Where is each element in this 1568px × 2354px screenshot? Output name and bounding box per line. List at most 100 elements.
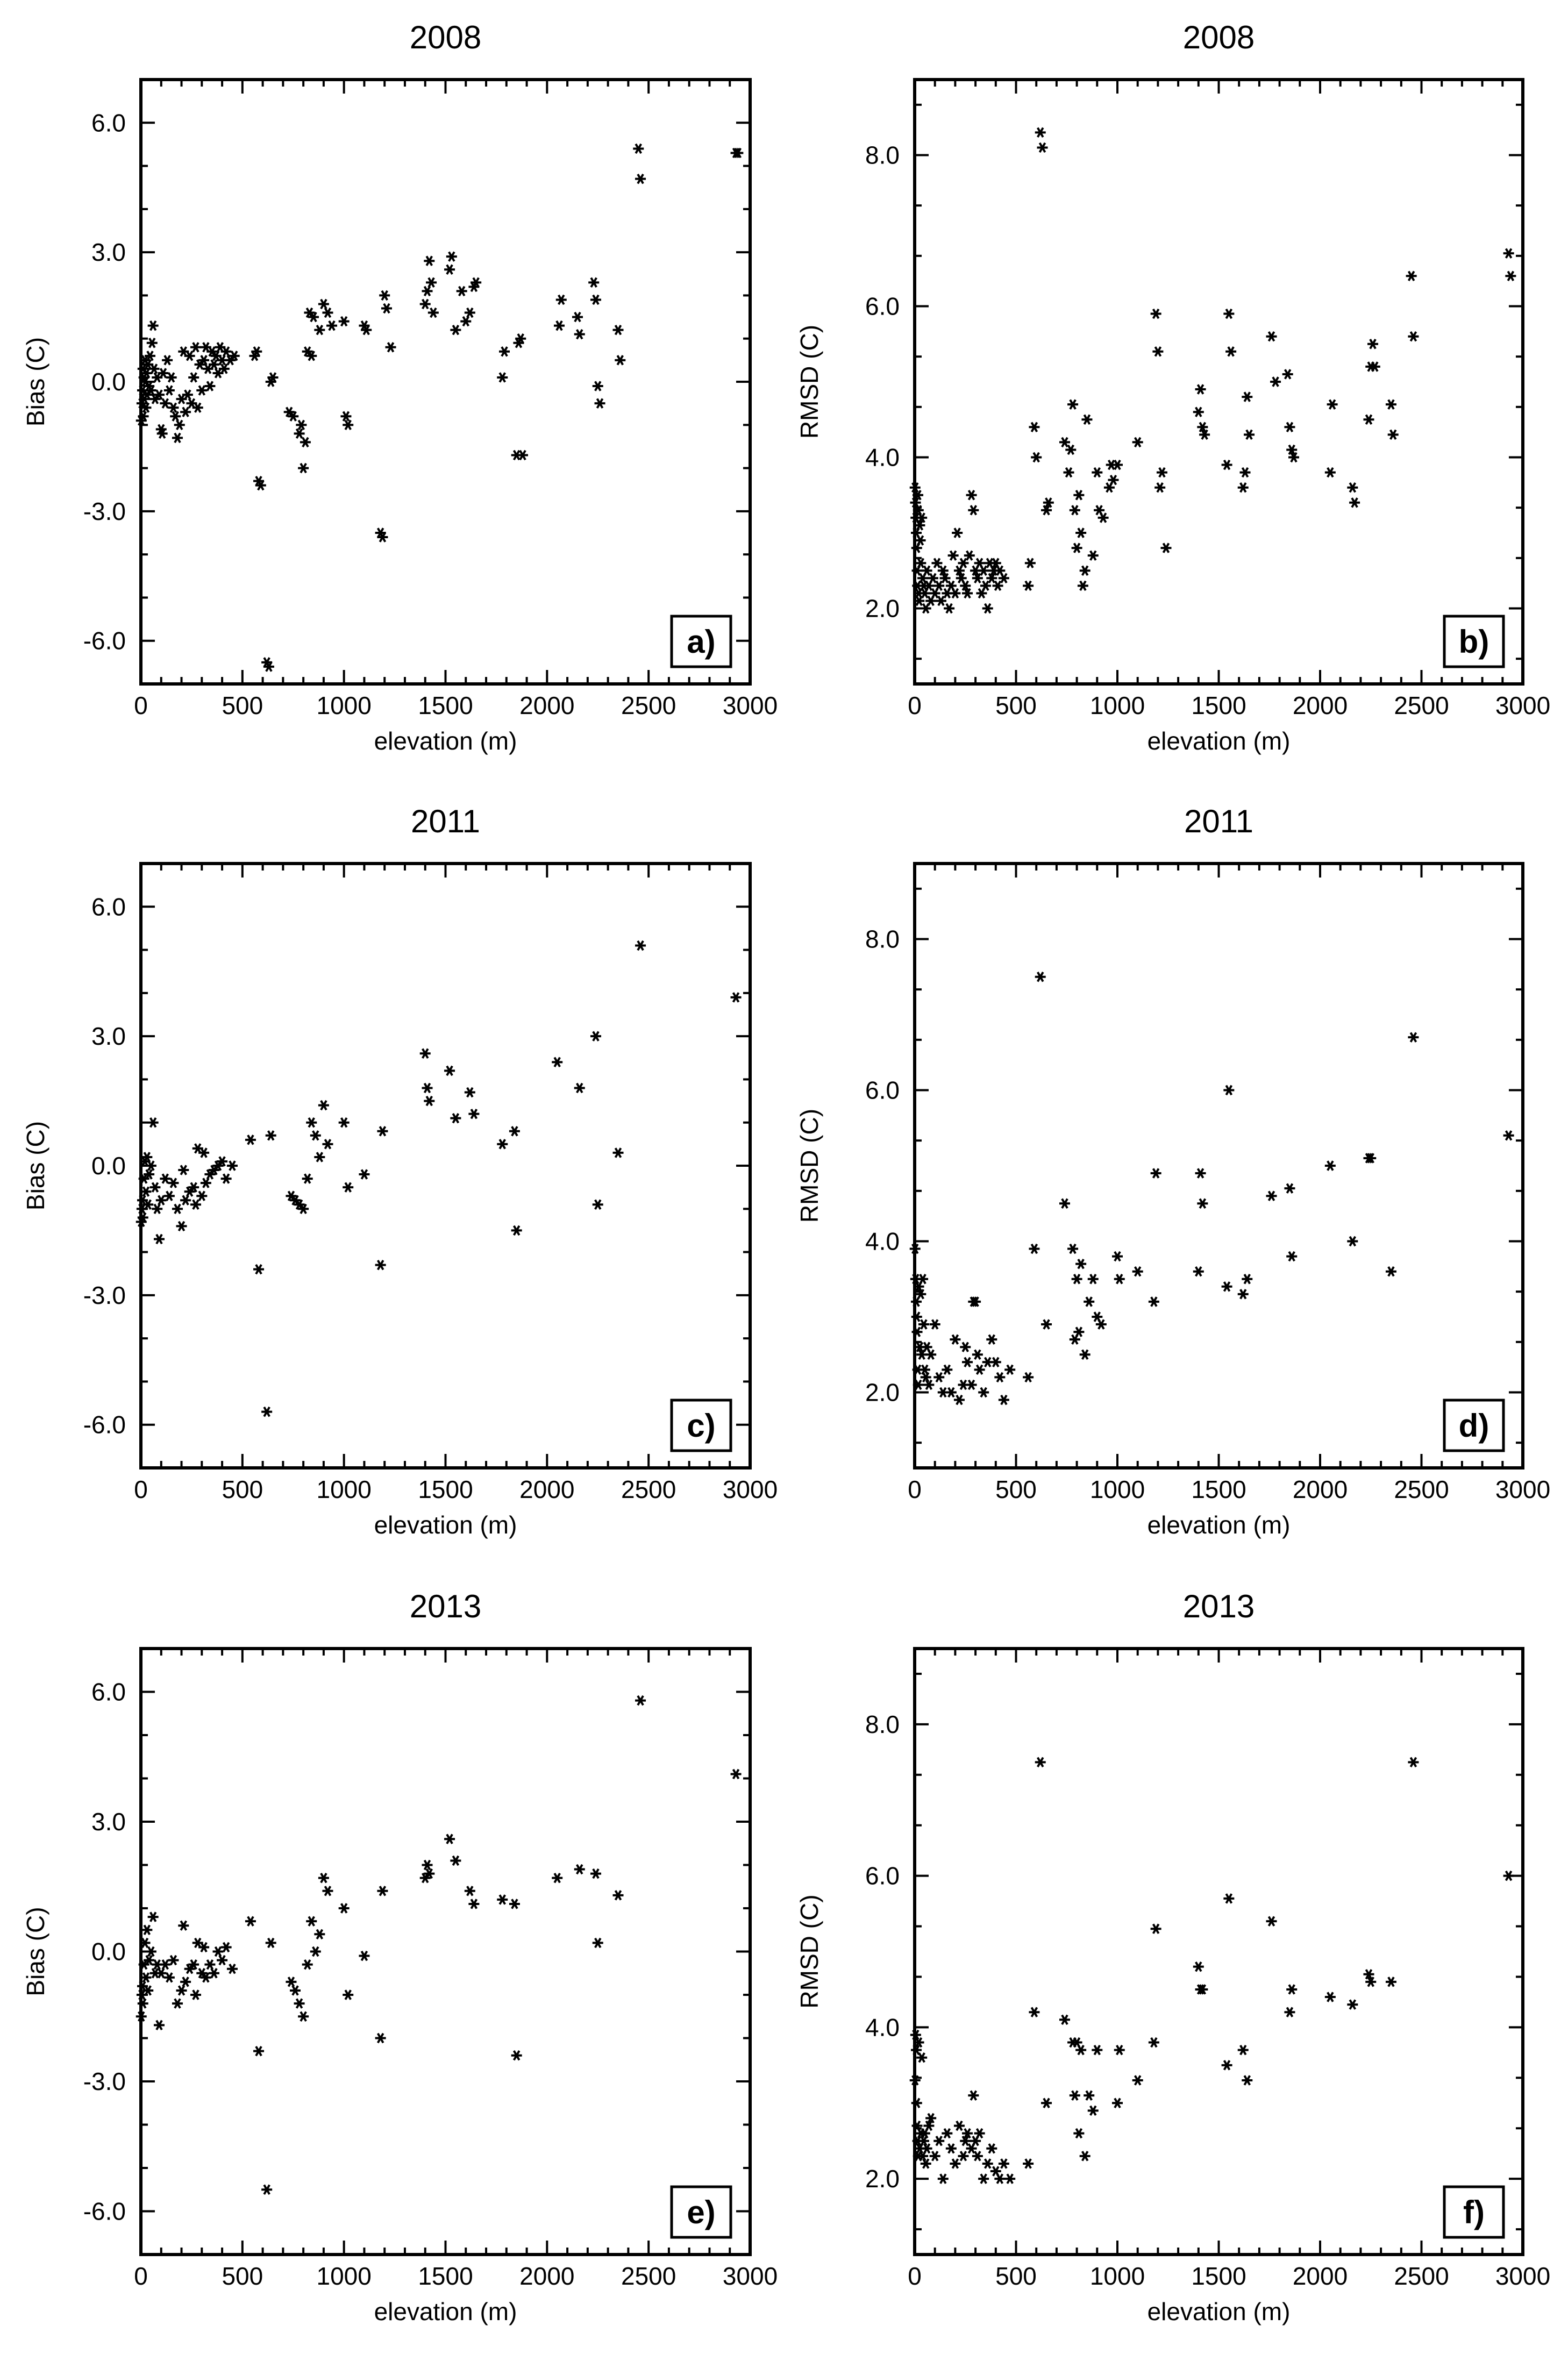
data-point <box>1282 369 1293 380</box>
data-point <box>377 532 388 543</box>
data-point <box>635 1695 646 1706</box>
data-point <box>937 2173 949 2184</box>
scatter-series <box>909 127 1516 614</box>
panel-title: 2013 <box>410 1588 481 1624</box>
data-point <box>188 1959 199 1970</box>
panel-title: 2011 <box>1184 803 1253 839</box>
data-point <box>962 2128 973 2139</box>
data-point <box>994 2173 1006 2184</box>
data-point <box>1037 142 1048 153</box>
data-point <box>916 2052 928 2063</box>
data-point <box>180 1195 191 1205</box>
data-point <box>304 307 315 318</box>
data-point <box>1029 2007 1040 2017</box>
x-tick-label: 0 <box>134 2262 148 2290</box>
data-point <box>1367 339 1379 349</box>
data-point <box>147 1117 159 1128</box>
data-point <box>163 1190 175 1201</box>
data-point <box>217 1156 228 1167</box>
panel-label-box <box>670 1399 732 1452</box>
data-point <box>168 1954 179 1966</box>
data-point <box>1223 1893 1235 1904</box>
panel-label: f) <box>1463 2194 1485 2230</box>
data-point <box>198 355 210 366</box>
data-point <box>176 1221 187 1232</box>
data-point <box>1223 1085 1235 1096</box>
panel-c: 2011 0 500 1000 1500 2000 2500 3000 -6.0 -3.0 0.0 3… <box>22 803 778 1539</box>
data-point <box>1079 565 1091 576</box>
x-tick-label: 500 <box>222 1475 263 1503</box>
data-point <box>288 411 299 422</box>
data-point <box>1114 2044 1125 2056</box>
data-point <box>1503 248 1514 259</box>
data-point <box>1286 1984 1298 1995</box>
x-tick-label: 500 <box>995 2262 1037 2290</box>
data-point <box>914 520 925 531</box>
data-point <box>212 1160 224 1171</box>
data-point <box>424 1095 435 1107</box>
panel-title: 2013 <box>1183 1588 1255 1624</box>
x-tick-label: 1500 <box>418 2262 473 2290</box>
data-point <box>160 1959 171 1970</box>
data-point <box>1197 1984 1208 1995</box>
panel-e: 2013 0 500 1000 1500 2000 2500 3000 -6.0 -3.0 0.0 3… <box>22 1588 778 2326</box>
data-point <box>265 1130 276 1141</box>
data-point <box>206 346 218 357</box>
data-point <box>1237 482 1249 493</box>
data-point <box>298 2011 309 2022</box>
data-point <box>208 1165 219 1175</box>
data-point <box>911 1326 923 1337</box>
data-point <box>450 1112 461 1124</box>
data-point <box>226 1964 238 1974</box>
y-tick-label: 6.0 <box>91 109 126 137</box>
data-point <box>343 1182 354 1193</box>
data-point <box>1327 399 1338 410</box>
scatter-series <box>136 143 744 672</box>
data-point <box>148 363 160 374</box>
data-point <box>139 1937 151 1949</box>
data-point <box>326 320 338 331</box>
data-point <box>590 1868 601 1879</box>
panel-label: b) <box>1459 624 1489 660</box>
data-point <box>972 573 983 583</box>
y-tick-label: -3.0 <box>83 2067 126 2095</box>
data-point <box>188 1182 199 1193</box>
data-point <box>450 324 461 336</box>
data-point <box>340 411 352 422</box>
panel-label: e) <box>687 2194 715 2230</box>
data-point <box>1152 346 1164 357</box>
panel-f: 2013 0 500 1000 1500 2000 2500 3000 2.0 4.0 6.0 8.0… <box>795 1588 1550 2326</box>
data-point <box>377 1126 388 1137</box>
data-point <box>517 450 529 461</box>
data-point <box>939 573 951 583</box>
data-point <box>1024 558 1036 568</box>
panel-a: 2008 0 500 1000 1500 2000 2500 3000 -6.0 -3.0 0.0 3… <box>22 19 778 755</box>
x-tick-label: 2000 <box>1293 2262 1348 2290</box>
x-axis-label: elevation (m) <box>1148 2298 1291 2326</box>
data-point <box>176 1985 187 1996</box>
data-point <box>915 1289 926 1300</box>
data-point <box>1150 308 1161 319</box>
data-point <box>155 1195 167 1205</box>
data-point <box>953 1394 965 1406</box>
data-point <box>913 490 924 501</box>
y-tick-label: 3.0 <box>91 1808 126 1836</box>
data-point <box>1324 1992 1336 2002</box>
data-point <box>318 1872 329 1884</box>
data-point <box>338 1903 350 1914</box>
data-point <box>615 355 626 366</box>
data-point <box>1266 1190 1277 1201</box>
data-point <box>338 1117 350 1128</box>
x-axis-label: elevation (m) <box>1148 1511 1291 1539</box>
data-point <box>444 1065 455 1076</box>
data-point <box>141 368 152 379</box>
y-tick-label: 8.0 <box>865 141 900 169</box>
data-point <box>294 1199 305 1210</box>
data-point <box>509 1126 520 1137</box>
data-point <box>1365 1153 1377 1164</box>
data-point <box>306 1916 317 1927</box>
data-point <box>322 307 333 318</box>
data-point <box>302 1959 313 1970</box>
y-tick-label: 6.0 <box>91 893 126 921</box>
